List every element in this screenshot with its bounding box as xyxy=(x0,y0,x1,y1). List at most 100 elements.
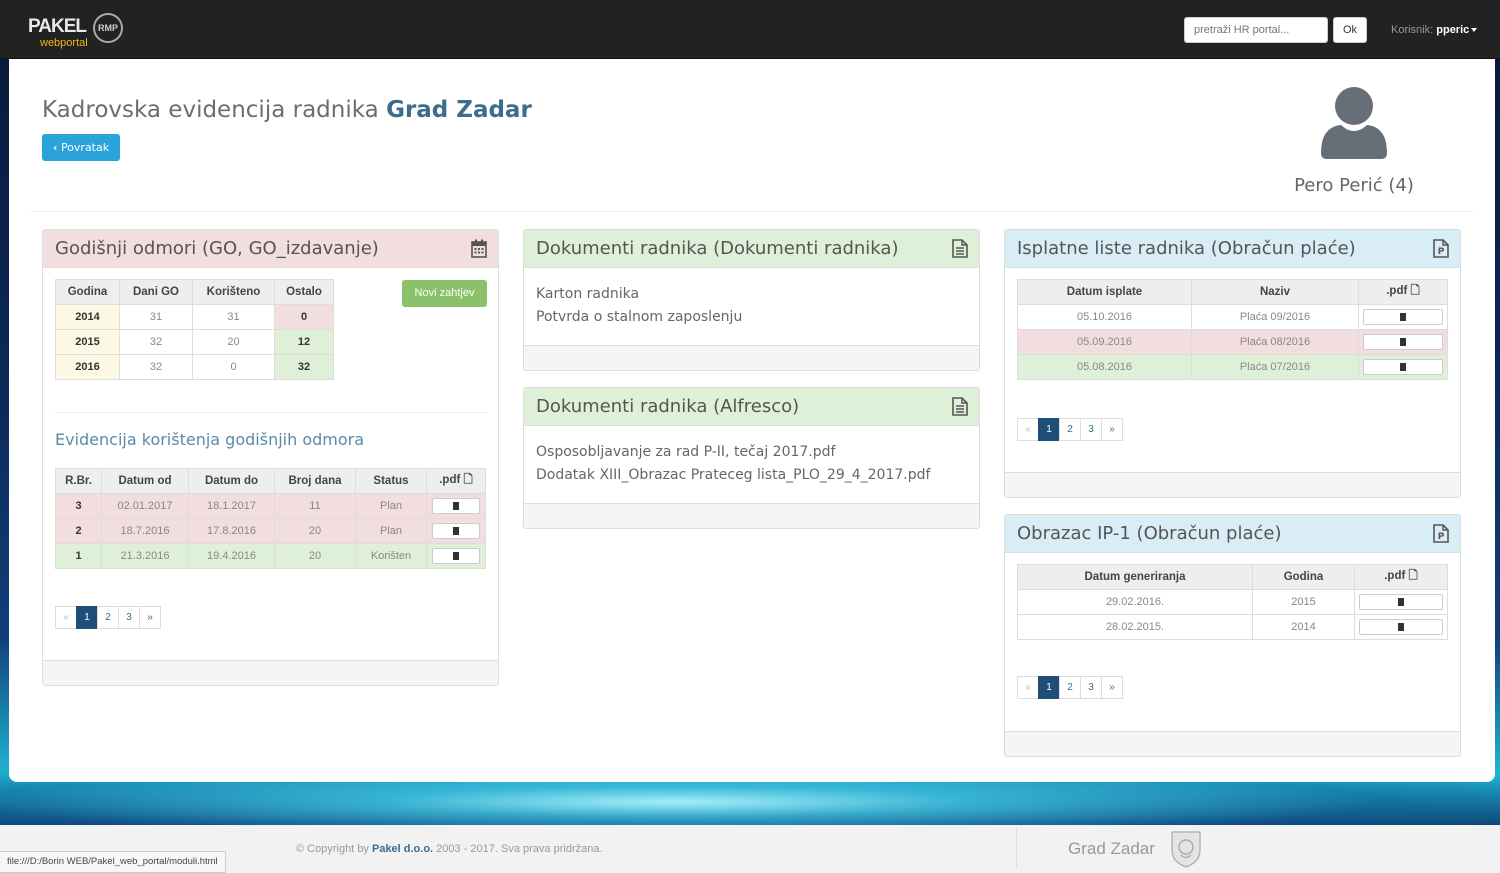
table-cell xyxy=(1358,304,1448,330)
pager-page-2[interactable]: 2 xyxy=(1059,418,1081,441)
table-cell: 32 xyxy=(119,354,193,380)
panel-header: Obrazac IP-1 (Obračun plaće) P xyxy=(1005,515,1460,553)
table-cell: 1 xyxy=(55,543,102,569)
divider xyxy=(55,412,487,413)
table-cell: 21.3.2016 xyxy=(101,543,189,569)
column-header: Status xyxy=(355,468,427,494)
calendar-icon xyxy=(471,239,487,258)
vacation-usage-table: R.Br. Datum od Datum do Broj dana Status… xyxy=(55,468,486,569)
pdf-column-header: .pdf 🗋 xyxy=(1354,564,1448,590)
panel-footer xyxy=(524,345,979,370)
logo-text: PAKEL xyxy=(28,16,87,37)
user-label: Korisnik: xyxy=(1391,24,1434,36)
search-button[interactable]: Ok xyxy=(1333,17,1367,43)
table-cell: 2014 xyxy=(55,304,120,330)
file-icon xyxy=(1398,623,1404,631)
browser-status-bar: file:///D:/Borin WEB/Pakel_web_portal/mo… xyxy=(0,851,226,873)
pdf-download-button[interactable] xyxy=(1363,334,1443,350)
pager-page-1[interactable]: 1 xyxy=(1038,676,1060,699)
pager-page-1[interactable]: 1 xyxy=(1038,418,1060,441)
pdf-header-label: .pdf xyxy=(1384,569,1406,582)
pdf-download-button[interactable] xyxy=(1363,359,1443,375)
divider xyxy=(31,211,1473,212)
column-header: Dani GO xyxy=(119,279,193,305)
table-row: 05.08.2016 Plaća 07/2016 xyxy=(1017,354,1448,380)
pdf-download-button[interactable] xyxy=(1359,619,1443,635)
panel-header: Isplatne liste radnika (Obračun plaće) P xyxy=(1005,230,1460,268)
table-cell: 2016 xyxy=(55,354,120,380)
pdf-file-icon: P xyxy=(1433,524,1449,543)
table-row: 2014 31 31 0 xyxy=(55,304,334,330)
pager-page-2[interactable]: 2 xyxy=(1059,676,1081,699)
back-button-label: Povratak xyxy=(60,141,110,154)
user-menu[interactable]: Korisnik: pperic xyxy=(1391,24,1478,36)
caret-down-icon xyxy=(1471,28,1478,33)
pdf-download-button[interactable] xyxy=(432,498,480,514)
panel-title: Godišnji odmori (GO, GO_izdavanje) xyxy=(55,238,379,259)
table-row: 28.02.2015. 2014 xyxy=(1017,614,1448,640)
table-cell: 0 xyxy=(192,354,275,380)
pdf-download-button[interactable] xyxy=(432,548,480,564)
new-request-button[interactable]: Novi zahtjev xyxy=(402,280,487,307)
main-content: Kadrovska evidencija radnika Grad Zadar … xyxy=(9,59,1495,782)
file-icon: 🗋 xyxy=(463,473,473,486)
org-logo-text: Grad Zadar xyxy=(1068,839,1155,858)
pager-page-3[interactable]: 3 xyxy=(1080,676,1102,699)
pdf-download-button[interactable] xyxy=(1359,594,1443,610)
column-header: Datum od xyxy=(101,468,189,494)
pager-next[interactable]: » xyxy=(1101,676,1123,699)
table-cell xyxy=(1354,614,1448,640)
table-row: 05.09.2016 Plaća 08/2016 xyxy=(1017,329,1448,355)
back-button[interactable]: ‹ Povratak xyxy=(42,134,120,161)
alfresco-panel: Dokumenti radnika (Alfresco) Osposobljav… xyxy=(523,387,980,529)
table-cell: 12 xyxy=(274,329,334,355)
document-link[interactable]: Osposobljavanje za rad P-II, tečaj 2017.… xyxy=(536,444,836,460)
svg-text:P: P xyxy=(1438,247,1445,257)
pager-page-1[interactable]: 1 xyxy=(76,606,98,629)
ip1-panel: Obrazac IP-1 (Obračun plaće) P Datum gen… xyxy=(1004,514,1461,757)
ip1-table: Datum generiranja Godina .pdf 🗋 29.02.20… xyxy=(1017,564,1448,640)
panel-title: Dokumenti radnika (Alfresco) xyxy=(536,396,800,417)
company-link[interactable]: Pakel d.o.o. xyxy=(371,843,434,855)
copyright-prefix: © Copyright by xyxy=(296,843,369,855)
panel-footer xyxy=(524,503,979,528)
pager-prev[interactable]: « xyxy=(1017,676,1039,699)
file-icon xyxy=(1400,313,1406,321)
column-header: Datum isplate xyxy=(1017,279,1192,305)
panel-footer xyxy=(1005,731,1460,756)
pager-page-3[interactable]: 3 xyxy=(1080,418,1102,441)
document-link[interactable]: Karton radnika xyxy=(536,286,640,302)
panel-title: Obrazac IP-1 (Obračun plaće) xyxy=(1017,523,1282,544)
pager-next[interactable]: » xyxy=(1101,418,1123,441)
table-cell xyxy=(426,493,486,519)
table-row: 2 18.7.2016 17.8.2016 20 Plan xyxy=(55,518,486,544)
pdf-download-button[interactable] xyxy=(432,523,480,539)
panel-footer xyxy=(1005,472,1460,497)
table-cell: Plan xyxy=(355,493,427,519)
search-input[interactable] xyxy=(1184,17,1328,43)
column-header: Korišteno xyxy=(192,279,275,305)
pager-prev[interactable]: « xyxy=(55,606,77,629)
page-title-org: Grad Zadar xyxy=(386,97,532,123)
svg-text:P: P xyxy=(1438,532,1445,542)
pager-page-2[interactable]: 2 xyxy=(97,606,119,629)
table-row: 1 21.3.2016 19.4.2016 20 Korišten xyxy=(55,543,486,569)
user-avatar-icon[interactable] xyxy=(1319,85,1389,161)
user-name: pperic xyxy=(1436,24,1470,36)
pdf-download-button[interactable] xyxy=(1363,309,1443,325)
pager-page-3[interactable]: 3 xyxy=(118,606,140,629)
table-cell: 2015 xyxy=(1252,589,1355,615)
pager-prev[interactable]: « xyxy=(1017,418,1039,441)
document-link[interactable]: Potvrda o stalnom zaposlenju xyxy=(536,309,743,325)
table-cell: 05.09.2016 xyxy=(1017,329,1192,355)
pdf-file-icon: P xyxy=(1433,239,1449,258)
logo[interactable]: PAKEL webportal RMP xyxy=(28,11,128,51)
pager-next[interactable]: » xyxy=(139,606,161,629)
document-link[interactable]: Dodatak XIII_Obrazac Prateceg lista_PLO_… xyxy=(536,467,931,483)
table-cell: 3 xyxy=(55,493,102,519)
table-cell: Plan xyxy=(355,518,427,544)
chevron-left-icon: ‹ xyxy=(52,141,58,154)
document-list: Osposobljavanje za rad P-II, tečaj 2017.… xyxy=(524,426,979,502)
pagination: « 1 2 3 » xyxy=(1017,676,1123,699)
table-row: 3 02.01.2017 18.1.2017 11 Plan xyxy=(55,493,486,519)
